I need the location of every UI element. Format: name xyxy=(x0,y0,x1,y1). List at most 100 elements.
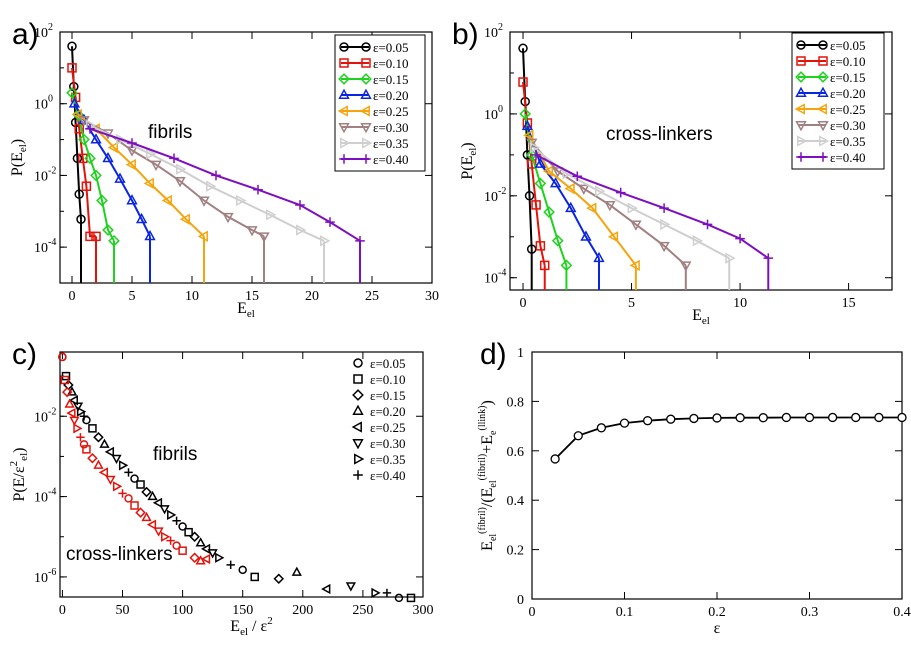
x-tick-label: 5 xyxy=(628,296,635,311)
x-tick-label: 50 xyxy=(116,603,130,618)
data-point xyxy=(72,153,83,164)
chart-panel-1: 0 5 10 15 20 25 3010210010-210-4EelP(Eel)ε=0.0… xyxy=(9,22,439,320)
data-point xyxy=(200,553,211,565)
y-tick-label: 10-4 xyxy=(34,237,56,256)
text-part: 150 xyxy=(232,603,253,618)
plot-frame xyxy=(59,31,433,284)
text-part: 2 xyxy=(267,615,273,627)
data-point xyxy=(93,459,104,469)
text-part: -2 xyxy=(498,186,506,197)
data-point xyxy=(266,209,277,221)
data-point xyxy=(258,232,270,243)
x-tick-label: 0.3 xyxy=(801,605,819,620)
data-point xyxy=(84,152,96,165)
data-point xyxy=(551,234,564,247)
data-point xyxy=(246,226,258,237)
data-point xyxy=(296,224,307,236)
data-point xyxy=(99,438,110,448)
legend-marker xyxy=(361,58,371,68)
data-point xyxy=(552,167,564,178)
legend-marker xyxy=(818,152,828,162)
legend-label: ε=0.35 xyxy=(370,452,406,467)
y-tick-label: 1 xyxy=(517,346,524,361)
legend-label: ε=0.20 xyxy=(373,88,409,103)
text-part: cross-linkers xyxy=(606,124,713,145)
data-point xyxy=(82,445,91,454)
text-part: -4 xyxy=(48,487,56,498)
data-point xyxy=(130,501,139,510)
data-point xyxy=(64,398,75,408)
data-point xyxy=(79,440,89,449)
x-tick-label: 250 xyxy=(352,603,373,618)
y-tick-label: 0.6 xyxy=(507,445,525,460)
text-part: ε=0.15 xyxy=(370,388,406,403)
data-point xyxy=(394,593,404,603)
legend-label: ε=0.05 xyxy=(830,38,866,53)
series-group xyxy=(78,116,270,283)
legend-marker xyxy=(796,40,806,50)
data-point xyxy=(105,475,116,486)
data-point xyxy=(136,480,145,489)
panel-label: b) xyxy=(452,18,479,51)
data-point xyxy=(144,229,156,241)
data-point xyxy=(135,507,146,518)
data-point xyxy=(167,509,177,521)
series-line xyxy=(71,67,96,238)
text-part: 10 xyxy=(34,491,48,506)
data-point xyxy=(174,177,186,188)
data-point xyxy=(69,416,80,426)
text-part: P(E xyxy=(9,152,26,176)
y-tick-label: 100 xyxy=(484,104,503,123)
text-part: cross-linkers xyxy=(66,544,173,565)
legend-marker xyxy=(796,56,806,66)
data-point xyxy=(189,552,200,564)
x-axis-label: ε xyxy=(714,620,721,637)
legend-marker xyxy=(796,152,806,162)
data-point xyxy=(565,201,577,213)
legend-label: ε=0.10 xyxy=(373,56,409,71)
legend-marker xyxy=(354,453,365,465)
chart-panel-4: 0 0.1 0.2 0.3 0.400.20.40.60.81εEel(fibril)/… xyxy=(477,346,911,637)
data-point xyxy=(124,494,133,503)
y-tick-label: 10-4 xyxy=(484,268,506,287)
data-point xyxy=(273,573,285,585)
text-part: 0.3 xyxy=(801,605,819,620)
data-point xyxy=(689,413,699,424)
data-point xyxy=(111,454,122,465)
text-part: 300 xyxy=(413,603,434,618)
text-part: el xyxy=(18,453,30,461)
data-point xyxy=(161,194,172,207)
legend-marker xyxy=(337,105,348,117)
data-point xyxy=(85,231,95,242)
data-point xyxy=(195,537,206,547)
data-point xyxy=(78,153,88,164)
text-part: 1 xyxy=(517,346,524,361)
data-point xyxy=(96,194,108,207)
text-part: ε=0.30 xyxy=(373,120,409,135)
text-part: E xyxy=(237,300,247,317)
text-part: ε=0.30 xyxy=(370,436,406,451)
y-tick-label: 0.8 xyxy=(507,395,525,410)
annotation-text: cross-linkers xyxy=(606,124,713,145)
text-part: 10 xyxy=(34,26,48,41)
data-point xyxy=(564,182,575,195)
data-point xyxy=(529,141,541,154)
data-point xyxy=(141,511,152,522)
x-tick-label: 150 xyxy=(232,603,253,618)
series-group xyxy=(66,87,120,283)
legend-marker xyxy=(360,73,372,85)
text-part: -4 xyxy=(48,237,56,248)
text-part: ε=0.10 xyxy=(370,372,406,387)
x-tick-label: 0 xyxy=(69,289,76,304)
text-part: ε=0.05 xyxy=(830,38,866,53)
x-tick-label: 200 xyxy=(292,603,313,618)
data-point xyxy=(153,527,164,537)
text-part: 10 xyxy=(34,410,48,425)
data-point xyxy=(215,552,225,563)
data-point xyxy=(321,583,331,595)
text-part: b) xyxy=(452,18,479,51)
text-part: (fibril) xyxy=(477,507,488,534)
data-point xyxy=(198,196,210,207)
data-point xyxy=(406,593,416,603)
text-part: ε=0.15 xyxy=(373,72,409,87)
